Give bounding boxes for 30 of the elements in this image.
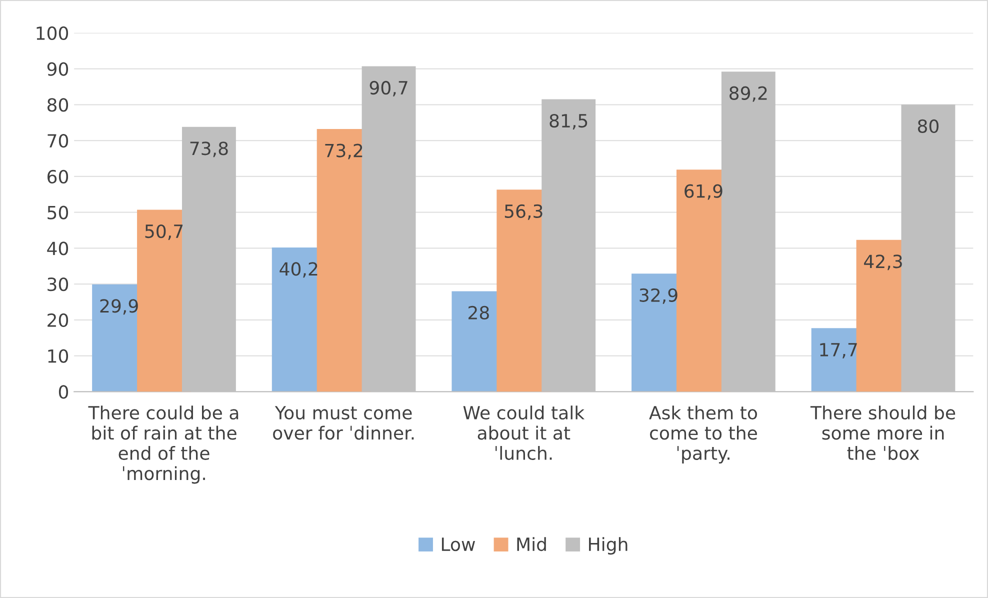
data-label: 81,5 bbox=[550, 114, 588, 130]
data-label: 56,3 bbox=[504, 204, 542, 220]
data-label: 80 bbox=[918, 119, 939, 133]
y-tick-label: 80 bbox=[47, 98, 68, 112]
y-tick-label: 60 bbox=[48, 170, 68, 184]
data-label: 28 bbox=[468, 306, 489, 320]
data-label: 42,3 bbox=[864, 254, 902, 270]
y-tick-label: 50 bbox=[48, 206, 68, 220]
y-tick-label: 90 bbox=[47, 62, 68, 76]
x-tick-label: We could talk about it at ˈlunch. bbox=[463, 406, 585, 460]
legend-label: Mid bbox=[517, 537, 546, 552]
y-tick-label: 100 bbox=[36, 26, 68, 40]
data-label: 73,8 bbox=[190, 142, 228, 158]
y-tick-label: 30 bbox=[48, 278, 68, 292]
legend-label: High bbox=[589, 537, 628, 555]
y-tick-label: 10 bbox=[48, 349, 68, 363]
y-tick-label: 70 bbox=[48, 134, 68, 148]
legend-label: Low bbox=[442, 538, 475, 552]
x-tick-label: You must come over for ˈdinner. bbox=[273, 406, 414, 440]
data-label: 73,2 bbox=[325, 144, 362, 160]
y-tick-label: 40 bbox=[47, 242, 68, 256]
x-tick-label: Ask them to come to the ˈparty. bbox=[649, 406, 757, 464]
y-tick-label: 20 bbox=[48, 313, 68, 328]
data-label: 90,7 bbox=[370, 80, 408, 96]
data-label: 61,9 bbox=[684, 184, 722, 200]
data-label: 50,7 bbox=[145, 224, 183, 240]
x-tick-label: There could be a bit of rain at the end of the ˈmorning. bbox=[88, 406, 238, 484]
y-tick-label: 0 bbox=[58, 385, 68, 399]
data-label: 89,2 bbox=[730, 86, 767, 102]
x-tick-label: There should be some more in the ˈbox bbox=[810, 406, 956, 460]
